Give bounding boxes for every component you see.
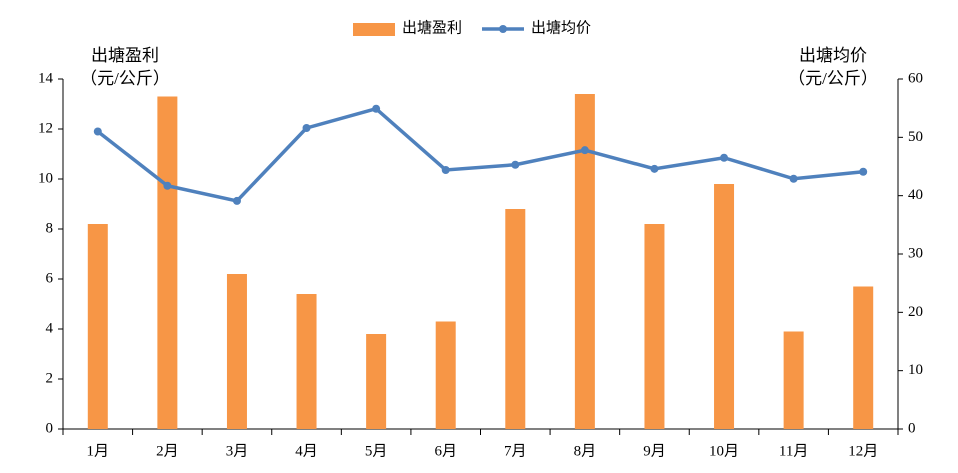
x-tick-label: 3月	[226, 443, 249, 459]
y2-tick-label: 0	[908, 420, 916, 436]
line-point	[93, 127, 102, 136]
y2-tick-label: 20	[908, 304, 923, 320]
y2-tick-label: 50	[908, 129, 923, 145]
x-tick-label: 8月	[574, 443, 597, 459]
x-tick-label: 10月	[709, 443, 739, 459]
line-point	[511, 160, 520, 169]
x-tick-label: 12月	[848, 443, 878, 459]
bar	[226, 274, 247, 429]
bar	[783, 331, 804, 429]
legend-swatch	[353, 23, 395, 36]
line-point	[859, 167, 868, 176]
legend-label: 出塘均价	[531, 19, 591, 36]
line	[96, 106, 864, 203]
bar	[505, 209, 526, 429]
y-axis-label: （元/公斤）	[80, 69, 170, 88]
line-point	[302, 124, 311, 132]
x-tick-label: 1月	[87, 443, 110, 459]
y-tick-label: 6	[46, 270, 54, 286]
y-tick-label: 4	[46, 320, 54, 336]
y-tick-label: 14	[38, 70, 54, 86]
x-tick-label: 4月	[295, 443, 318, 459]
x-tick-label: 9月	[643, 443, 666, 459]
bar	[574, 94, 595, 429]
y2-tick-label: 60	[908, 70, 923, 86]
line-point	[232, 196, 241, 205]
y-tick-label: 12	[38, 120, 53, 136]
y2-tick-label: 40	[908, 187, 923, 203]
x-tick-label: 11月	[779, 443, 808, 459]
bar	[87, 224, 108, 429]
x-tick-label: 5月	[365, 443, 388, 459]
bar	[714, 184, 735, 429]
y2-tick-label: 10	[908, 362, 923, 378]
y2-axis-label: 出塘均价	[799, 46, 867, 65]
line-point	[720, 153, 729, 162]
line-point	[580, 146, 589, 155]
bar	[435, 321, 456, 429]
bar	[853, 286, 874, 429]
y-tick-label: 0	[46, 420, 54, 436]
x-tick-label: 7月	[504, 443, 527, 459]
bar	[644, 224, 665, 429]
bar	[157, 96, 178, 429]
legend-label: 出塘盈利	[402, 19, 462, 36]
bar	[366, 334, 387, 429]
x-tick-label: 6月	[434, 443, 457, 459]
y-axis-label: 出塘盈利	[91, 46, 159, 65]
line-point	[650, 164, 659, 173]
line-point	[163, 181, 172, 190]
legend-swatch	[499, 25, 507, 33]
line-point	[372, 104, 381, 113]
y2-tick-label: 30	[908, 245, 923, 261]
y2-axis-label: （元/公斤）	[788, 69, 878, 88]
line-point	[789, 174, 798, 183]
x-tick-label: 2月	[156, 443, 179, 459]
y-tick-label: 2	[46, 370, 54, 386]
y-tick-label: 8	[46, 220, 54, 236]
line-point	[441, 166, 450, 174]
y-tick-label: 10	[38, 170, 53, 186]
bar	[296, 294, 317, 429]
